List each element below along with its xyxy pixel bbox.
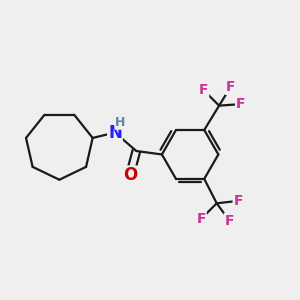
Text: N: N <box>108 124 122 142</box>
Text: F: F <box>199 83 208 97</box>
Text: O: O <box>123 167 137 184</box>
Text: H: H <box>115 116 125 129</box>
Text: F: F <box>236 97 245 111</box>
Text: F: F <box>224 214 234 227</box>
Text: F: F <box>196 212 206 226</box>
Text: F: F <box>233 194 243 208</box>
Text: F: F <box>226 80 235 94</box>
